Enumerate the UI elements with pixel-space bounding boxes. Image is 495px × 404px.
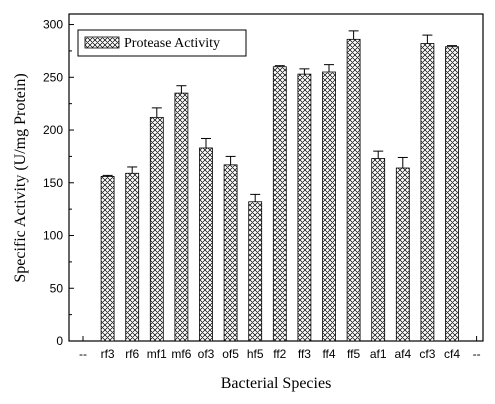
x-tick-label: --: [473, 347, 481, 361]
bar: [420, 43, 435, 342]
x-tick-label: --: [79, 347, 87, 361]
y-tick-label: 250: [43, 70, 63, 84]
bar: [445, 46, 459, 342]
x-tick-label: hf5: [247, 347, 264, 361]
bar: [371, 158, 386, 342]
y-axis-ticks: 0 50 100 150 200 250 300: [43, 18, 74, 348]
x-tick-label: ff5: [347, 347, 360, 361]
bar: [100, 176, 115, 342]
y-tick-label: 300: [43, 18, 63, 32]
x-tick-label: rf3: [101, 347, 115, 361]
x-tick-label: ff3: [298, 347, 311, 361]
x-tick-label: of5: [222, 347, 239, 361]
bar: [125, 172, 140, 342]
x-tick-label: cf3: [419, 347, 435, 361]
x-tick-label: mf1: [147, 347, 167, 361]
x-axis-title: Bacterial Species: [221, 375, 332, 392]
bar: [149, 116, 164, 342]
bar: [322, 71, 336, 342]
bar: [297, 73, 312, 342]
y-tick-label: 0: [56, 334, 63, 348]
y-tick-label: 200: [43, 123, 63, 137]
bars: [100, 38, 459, 342]
legend: Protease Activity: [77, 29, 247, 57]
x-tick-label: rf6: [125, 347, 139, 361]
y-axis-title: Specific Activity (U/mg Protein): [12, 73, 29, 282]
y-tick-label: 100: [43, 229, 63, 243]
bar: [199, 147, 213, 342]
bar: [272, 66, 287, 342]
x-tick-label: cf4: [444, 347, 460, 361]
bar: [248, 201, 263, 342]
bar: [223, 164, 238, 342]
x-axis-ticks: -- rf3 rf6 mf1 mf6 of3 of5 hf5 ff2 ff3 ff4 ff5 af1 af…: [79, 336, 481, 361]
x-tick-label: af4: [394, 347, 411, 361]
legend-label: Protease Activity: [124, 36, 220, 51]
bar: [346, 38, 361, 342]
x-tick-label: of3: [198, 347, 215, 361]
bar: [395, 167, 410, 342]
x-tick-label: mf6: [171, 347, 191, 361]
error-bars: [102, 30, 457, 202]
legend-swatch: [84, 36, 120, 49]
x-tick-label: af1: [370, 347, 387, 361]
y-tick-label: 50: [50, 281, 64, 295]
x-tick-label: ff2: [273, 347, 286, 361]
bar: [174, 92, 189, 342]
x-tick-label: ff4: [322, 347, 335, 361]
y-tick-label: 150: [43, 176, 63, 190]
